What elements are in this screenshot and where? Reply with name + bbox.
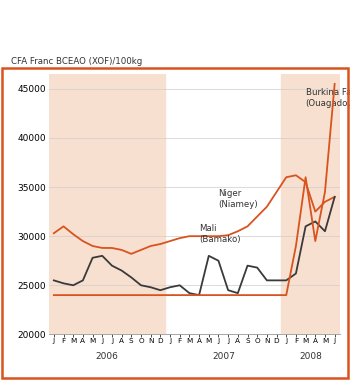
Text: Burkina Faso
(Ouagadougou): Burkina Faso (Ouagadougou) [306,89,350,108]
Text: Imported rice prices in selected: Imported rice prices in selected [72,14,259,28]
Text: 2007: 2007 [212,352,235,361]
Text: 2008: 2008 [299,352,322,361]
Text: Figure 4.: Figure 4. [10,14,70,28]
Text: Niger
(Niamey): Niger (Niamey) [218,188,258,209]
Bar [281,74,340,334]
Text: CFA Franc BCEAO (XOF)/100kg: CFA Franc BCEAO (XOF)/100kg [11,57,142,66]
Text: Western Africa markets: Western Africa markets [10,45,149,58]
Text: Mali
(Bamako): Mali (Bamako) [199,224,240,244]
Text: 2006: 2006 [96,352,119,361]
Bar [49,74,165,334]
